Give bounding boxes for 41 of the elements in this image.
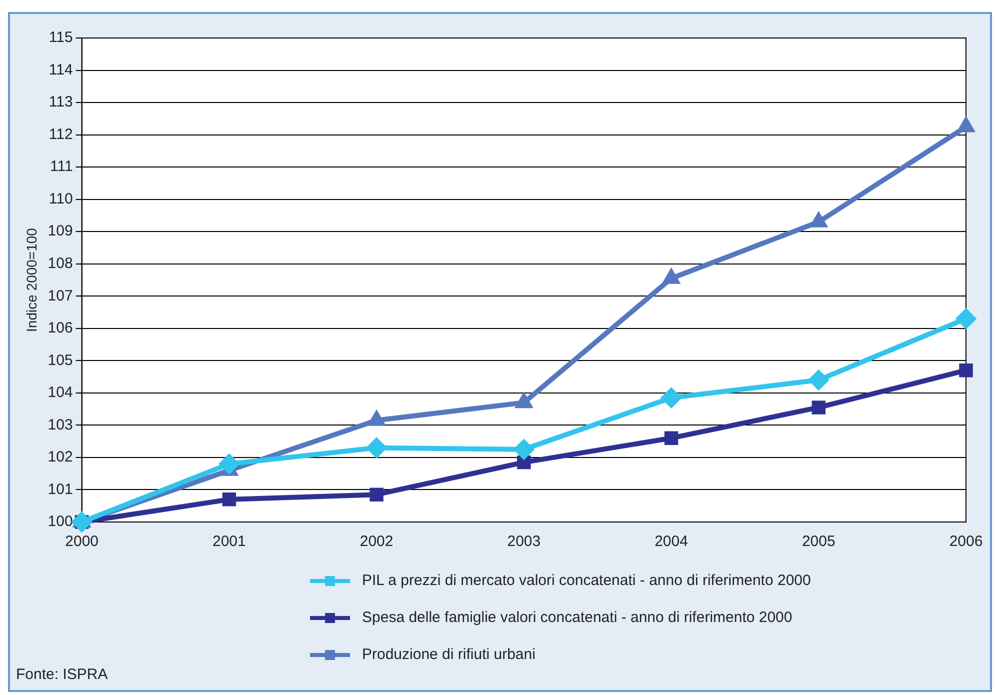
y-tick-label: 111 bbox=[50, 158, 73, 176]
point bbox=[808, 370, 830, 391]
x-tick-label: 2005 bbox=[802, 533, 836, 550]
y-tick-label: 109 bbox=[48, 222, 73, 240]
legend-label: PIL a prezzi di mercato valori concatenati - anno di riferimento 2000 bbox=[362, 572, 811, 589]
point bbox=[812, 400, 826, 414]
y-tick-label: 103 bbox=[48, 416, 73, 434]
source-note: Fonte: ISPRA bbox=[16, 666, 108, 683]
point bbox=[370, 488, 384, 502]
point bbox=[664, 431, 678, 445]
point bbox=[222, 492, 236, 506]
y-tick-label: 105 bbox=[48, 352, 73, 369]
y-tick-label: 110 bbox=[48, 190, 73, 208]
x-tick-label: 2001 bbox=[212, 533, 246, 550]
point bbox=[956, 116, 976, 132]
point bbox=[660, 387, 682, 408]
x-tick-label: 2000 bbox=[65, 533, 99, 550]
x-tick-label: 2004 bbox=[654, 533, 688, 550]
point bbox=[71, 512, 92, 532]
x-tick-label: 2002 bbox=[360, 533, 394, 550]
y-tick-label: 113 bbox=[48, 94, 73, 111]
point bbox=[956, 308, 976, 330]
y-tick-label: 107 bbox=[48, 287, 73, 304]
legend-label: Spesa delle famiglie valori concatenati - anno di riferimento 2000 bbox=[362, 609, 792, 626]
y-axis-title: Indice 2000=100 bbox=[23, 228, 40, 332]
y-tick-label: 114 bbox=[48, 61, 73, 78]
point bbox=[959, 363, 973, 378]
point bbox=[662, 268, 680, 284]
point bbox=[218, 453, 240, 474]
y-tick-label: 101 bbox=[48, 480, 73, 498]
y-tick-label: 106 bbox=[48, 320, 73, 337]
point bbox=[809, 211, 828, 228]
y-tick-label: 100 bbox=[48, 513, 73, 530]
x-tick-label: 2003 bbox=[507, 533, 541, 550]
x-tick-label: 2006 bbox=[949, 533, 983, 550]
y-tick-label: 112 bbox=[48, 126, 73, 143]
y-tick-label: 115 bbox=[48, 29, 73, 46]
legend-label: Produzione di rifiuti urbani bbox=[362, 646, 536, 663]
y-tick-label: 108 bbox=[48, 255, 73, 272]
y-tick-label: 104 bbox=[48, 384, 73, 402]
y-tick-label: 102 bbox=[48, 448, 73, 466]
